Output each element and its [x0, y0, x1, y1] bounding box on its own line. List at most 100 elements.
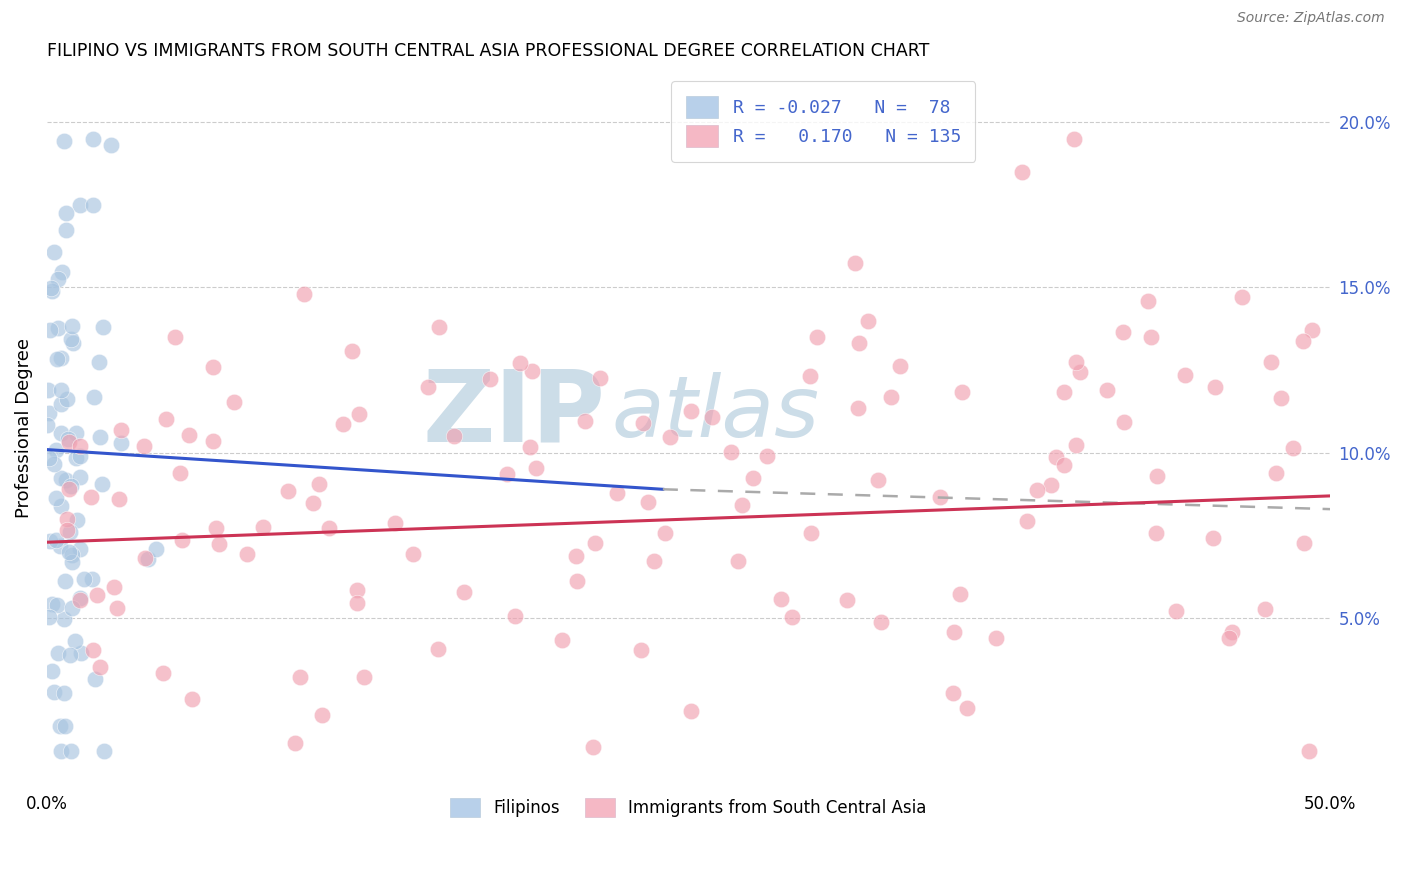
Point [69, 470, 91, 484]
Point [567, 574, 589, 588]
Point [1053, 384, 1076, 399]
Point [1164, 604, 1187, 618]
Point [856, 313, 879, 327]
Point [426, 641, 449, 656]
Point [318, 521, 340, 535]
Point [60, 319, 83, 334]
Point [637, 495, 659, 509]
Point [60, 744, 83, 758]
Point [848, 336, 870, 351]
Point [59, 479, 82, 493]
Point [65, 426, 87, 441]
Point [1137, 293, 1160, 308]
Point [496, 467, 519, 481]
Point [44, 457, 66, 471]
Point [45, 352, 67, 367]
Point [524, 460, 547, 475]
Point [928, 491, 950, 505]
Point [80, 572, 103, 586]
Point [742, 471, 765, 485]
Point [1112, 415, 1135, 429]
Point [1230, 290, 1253, 304]
Point [1026, 483, 1049, 497]
Point [65, 634, 87, 648]
Point [429, 320, 451, 334]
Point [82, 131, 104, 145]
Point [152, 665, 174, 680]
Point [45, 533, 67, 547]
Point [60, 555, 83, 569]
Point [308, 477, 330, 491]
Point [110, 436, 132, 450]
Point [731, 498, 754, 512]
Point [60, 600, 83, 615]
Point [93, 744, 115, 758]
Point [302, 496, 325, 510]
Point [49, 539, 72, 553]
Point [1292, 535, 1315, 549]
Point [202, 434, 225, 448]
Text: ZIP: ZIP [422, 366, 605, 462]
Point [353, 670, 375, 684]
Point [658, 430, 681, 444]
Point [49, 499, 72, 513]
Point [509, 356, 531, 370]
Point [60, 332, 83, 346]
Point [69, 542, 91, 557]
Point [208, 537, 231, 551]
Point [49, 425, 72, 440]
Point [37, 384, 59, 398]
Point [65, 513, 87, 527]
Point [107, 600, 129, 615]
Point [87, 355, 110, 369]
Point [39, 323, 62, 337]
Point [799, 369, 821, 384]
Point [1139, 330, 1161, 344]
Point [800, 525, 823, 540]
Point [222, 394, 245, 409]
Point [582, 740, 605, 755]
Point [755, 449, 778, 463]
Point [846, 401, 869, 416]
Point [52, 686, 75, 700]
Point [1265, 467, 1288, 481]
Point [1063, 131, 1085, 145]
Point [45, 442, 67, 457]
Point [681, 403, 703, 417]
Point [889, 359, 911, 374]
Point [349, 407, 371, 421]
Point [41, 664, 63, 678]
Point [681, 705, 703, 719]
Point [134, 551, 156, 566]
Point [83, 390, 105, 404]
Point [288, 670, 311, 684]
Point [55, 223, 77, 237]
Point [956, 700, 979, 714]
Point [69, 198, 91, 212]
Point [1254, 602, 1277, 616]
Point [1064, 354, 1087, 368]
Point [1144, 525, 1167, 540]
Point [631, 416, 654, 430]
Point [201, 360, 224, 375]
Point [630, 642, 652, 657]
Point [1218, 631, 1240, 645]
Point [284, 736, 307, 750]
Point [163, 329, 186, 343]
Point [870, 615, 893, 629]
Point [1064, 438, 1087, 452]
Point [1045, 450, 1067, 465]
Point [1069, 365, 1091, 379]
Point [38, 450, 60, 465]
Point [108, 492, 131, 507]
Point [1282, 441, 1305, 455]
Point [770, 591, 793, 606]
Point [1260, 354, 1282, 368]
Text: Source: ZipAtlas.com: Source: ZipAtlas.com [1237, 11, 1385, 25]
Point [1017, 514, 1039, 528]
Point [346, 596, 368, 610]
Y-axis label: Professional Degree: Professional Degree [15, 338, 32, 518]
Point [53, 718, 76, 732]
Point [1112, 326, 1135, 340]
Point [73, 572, 96, 586]
